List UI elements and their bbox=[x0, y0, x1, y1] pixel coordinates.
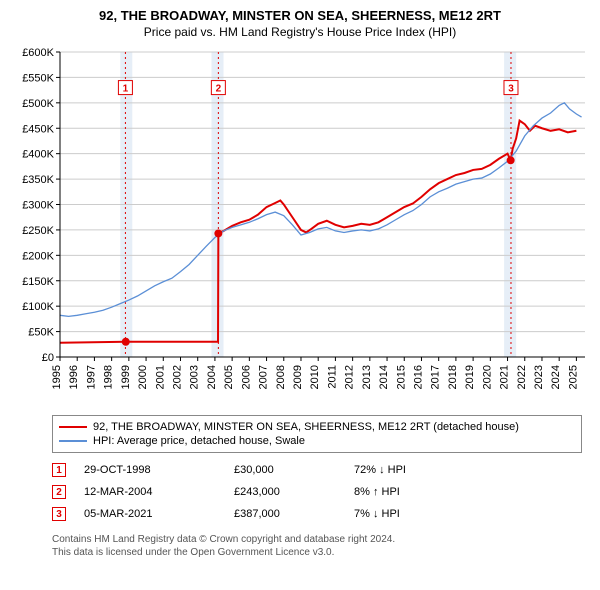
event-price: £243,000 bbox=[234, 486, 354, 498]
legend-label: HPI: Average price, detached house, Swal… bbox=[93, 435, 305, 447]
svg-text:£100K: £100K bbox=[22, 301, 54, 313]
svg-text:2004: 2004 bbox=[206, 365, 218, 389]
svg-text:2024: 2024 bbox=[550, 365, 562, 389]
event-row: 1 29-OCT-1998£30,00072% ↓ HPI bbox=[52, 459, 582, 481]
event-date: 05-MAR-2021 bbox=[84, 508, 234, 520]
svg-text:2016: 2016 bbox=[412, 365, 424, 389]
legend-item: 92, THE BROADWAY, MINSTER ON SEA, SHEERN… bbox=[59, 420, 575, 434]
legend: 92, THE BROADWAY, MINSTER ON SEA, SHEERN… bbox=[52, 415, 582, 453]
svg-text:£300K: £300K bbox=[22, 200, 54, 212]
svg-text:2013: 2013 bbox=[361, 365, 373, 389]
svg-text:2010: 2010 bbox=[309, 365, 321, 389]
event-row: 2 12-MAR-2004£243,0008% ↑ HPI bbox=[52, 481, 582, 503]
legend-label: 92, THE BROADWAY, MINSTER ON SEA, SHEERN… bbox=[93, 421, 519, 433]
svg-text:£600K: £600K bbox=[22, 47, 54, 59]
svg-text:£400K: £400K bbox=[22, 149, 54, 161]
svg-text:2005: 2005 bbox=[223, 365, 235, 389]
event-delta: 8% ↑ HPI bbox=[354, 486, 582, 498]
svg-text:2003: 2003 bbox=[189, 365, 201, 389]
svg-text:1999: 1999 bbox=[120, 365, 132, 389]
svg-text:1996: 1996 bbox=[68, 365, 80, 389]
svg-text:2019: 2019 bbox=[464, 365, 476, 389]
footer-attribution: Contains HM Land Registry data © Crown c… bbox=[52, 533, 590, 559]
chart-subtitle: Price paid vs. HM Land Registry's House … bbox=[10, 25, 590, 39]
event-row: 3 05-MAR-2021£387,0007% ↓ HPI bbox=[52, 503, 582, 525]
svg-text:£0: £0 bbox=[42, 352, 54, 364]
svg-text:2009: 2009 bbox=[292, 365, 304, 389]
legend-swatch bbox=[59, 440, 87, 441]
chart-svg: £0 £50K £100K £150K £200K £250K £300K £350K £400… bbox=[10, 47, 590, 407]
svg-text:2011: 2011 bbox=[326, 365, 338, 389]
svg-text:£550K: £550K bbox=[22, 72, 54, 84]
event-delta: 7% ↓ HPI bbox=[354, 508, 582, 520]
svg-text:1997: 1997 bbox=[85, 365, 97, 389]
svg-text:2020: 2020 bbox=[481, 365, 493, 389]
event-delta: 72% ↓ HPI bbox=[354, 464, 582, 476]
svg-text:1998: 1998 bbox=[103, 365, 115, 389]
svg-text:2014: 2014 bbox=[378, 365, 390, 389]
svg-text:3: 3 bbox=[508, 84, 514, 95]
svg-text:2001: 2001 bbox=[154, 365, 166, 389]
svg-text:2015: 2015 bbox=[395, 365, 407, 389]
event-table: 1 29-OCT-1998£30,00072% ↓ HPI 2 12-MAR-2004… bbox=[52, 459, 582, 525]
footer-line-2: This data is licensed under the Open Gov… bbox=[52, 546, 590, 559]
svg-text:1: 1 bbox=[123, 84, 129, 95]
event-date: 12-MAR-2004 bbox=[84, 486, 234, 498]
svg-text:£150K: £150K bbox=[22, 276, 54, 288]
svg-text:£450K: £450K bbox=[22, 123, 54, 135]
svg-text:1995: 1995 bbox=[51, 365, 63, 389]
svg-text:2021: 2021 bbox=[499, 365, 511, 389]
svg-text:2: 2 bbox=[216, 84, 222, 95]
chart-container: 92, THE BROADWAY, MINSTER ON SEA, SHEERN… bbox=[0, 0, 600, 569]
svg-text:£250K: £250K bbox=[22, 225, 54, 237]
svg-text:2017: 2017 bbox=[430, 365, 442, 389]
event-marker: 2 bbox=[52, 485, 66, 499]
svg-text:2012: 2012 bbox=[344, 365, 356, 389]
event-price: £387,000 bbox=[234, 508, 354, 520]
event-price: £30,000 bbox=[234, 464, 354, 476]
svg-text:2002: 2002 bbox=[171, 365, 183, 389]
chart-plot-area: £0 £50K £100K £150K £200K £250K £300K £350K £400… bbox=[10, 47, 590, 407]
svg-text:£200K: £200K bbox=[22, 250, 54, 262]
svg-text:2018: 2018 bbox=[447, 365, 459, 389]
event-date: 29-OCT-1998 bbox=[84, 464, 234, 476]
svg-text:£500K: £500K bbox=[22, 98, 54, 110]
svg-text:£350K: £350K bbox=[22, 174, 54, 186]
legend-item: HPI: Average price, detached house, Swal… bbox=[59, 434, 575, 448]
event-marker: 1 bbox=[52, 463, 66, 477]
svg-text:2000: 2000 bbox=[137, 365, 149, 389]
svg-text:£50K: £50K bbox=[28, 327, 54, 339]
svg-text:2008: 2008 bbox=[275, 365, 287, 389]
svg-text:2022: 2022 bbox=[516, 365, 528, 389]
footer-line-1: Contains HM Land Registry data © Crown c… bbox=[52, 533, 590, 546]
svg-text:2006: 2006 bbox=[240, 365, 252, 389]
legend-swatch bbox=[59, 426, 87, 428]
event-marker: 3 bbox=[52, 507, 66, 521]
svg-text:2025: 2025 bbox=[567, 365, 579, 389]
chart-title: 92, THE BROADWAY, MINSTER ON SEA, SHEERN… bbox=[10, 8, 590, 23]
svg-text:2007: 2007 bbox=[258, 365, 270, 389]
svg-text:2023: 2023 bbox=[533, 365, 545, 389]
